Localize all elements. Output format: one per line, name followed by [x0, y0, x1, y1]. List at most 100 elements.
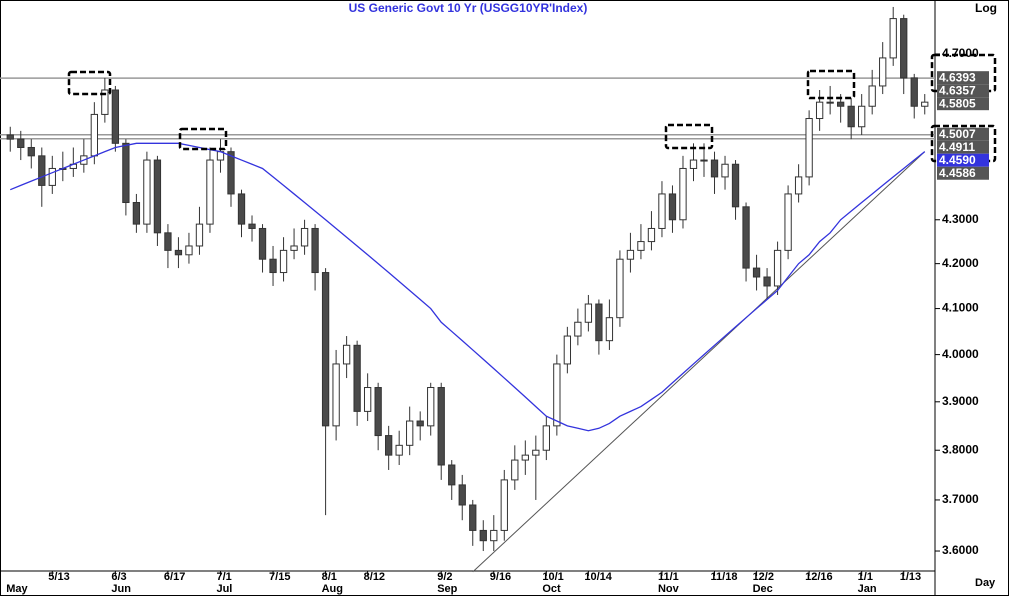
candle-body	[437, 387, 445, 466]
candle-body	[300, 227, 309, 247]
candle-body	[237, 193, 246, 225]
candle-body	[574, 321, 582, 337]
x-tick-label: 11/1	[658, 571, 679, 583]
candle-body	[721, 163, 729, 178]
candle-body	[910, 77, 918, 107]
candle-body	[490, 529, 498, 542]
candle-body	[174, 249, 183, 256]
y-tick-label: 3.7000	[942, 492, 979, 506]
x-tick-label: 12/16	[805, 571, 833, 583]
candle-body	[584, 303, 593, 323]
price-label-box	[937, 127, 989, 141]
candle-body	[521, 454, 529, 461]
candle-body	[458, 484, 466, 506]
candle-body	[500, 479, 508, 531]
candle-body	[658, 193, 666, 229]
month-label: Dec	[753, 583, 773, 595]
candle-body	[469, 504, 477, 531]
x-tick-label: 6/17	[164, 571, 185, 583]
candle-body	[847, 105, 855, 128]
price-label-box	[937, 153, 989, 167]
candle-body	[626, 249, 635, 260]
candle-body	[101, 89, 109, 115]
month-label: Sep	[437, 583, 457, 595]
candle-body	[921, 101, 929, 107]
candle-body	[616, 258, 624, 319]
x-tick-label: 9/2	[437, 571, 452, 583]
price-label: 4.6357	[939, 83, 976, 97]
y-tick-label: 4.0000	[942, 347, 979, 361]
candle-body	[374, 387, 382, 437]
x-tick-label: 7/15	[269, 571, 290, 583]
candle-body	[889, 18, 897, 59]
candle-body	[773, 249, 782, 287]
candle-body	[668, 193, 677, 221]
highlight-box	[664, 123, 714, 150]
candle-body	[153, 159, 162, 234]
candle-body	[258, 227, 267, 260]
candle-body	[27, 146, 35, 157]
trendline	[472, 151, 926, 573]
candle-body	[858, 105, 866, 128]
candle-body	[290, 245, 298, 251]
candle-body	[111, 89, 120, 144]
candle-body	[900, 18, 908, 79]
price-label: 4.4911	[939, 140, 975, 154]
candle-body	[868, 85, 876, 107]
candle-body	[132, 202, 141, 225]
x-tick-label: 6/3	[111, 571, 126, 583]
candle-body	[563, 335, 572, 365]
month-label: Jun	[111, 583, 131, 595]
candle-body	[416, 420, 424, 427]
candle-body	[532, 449, 540, 456]
x-tick-label: 1/1	[858, 571, 873, 583]
candle-body	[805, 118, 813, 178]
y-tick-label: 3.8000	[942, 442, 979, 456]
scale-label: Log	[975, 1, 997, 15]
candle-body	[794, 176, 803, 195]
candle-body	[185, 245, 193, 256]
candle-body	[164, 232, 172, 251]
candle-body	[837, 101, 845, 107]
y-tick-label: 4.1000	[942, 301, 979, 315]
moving-average	[10, 142, 926, 432]
candle-body	[679, 167, 687, 221]
candle-body	[6, 134, 14, 140]
candle-body	[815, 101, 824, 120]
candle-body	[479, 529, 487, 542]
x-tick-label: 5/13	[48, 571, 69, 583]
x-tick-label: 8/1	[322, 571, 337, 583]
candle-body	[332, 363, 340, 427]
price-label-box	[937, 97, 989, 111]
candle-body	[385, 435, 393, 456]
candle-body	[784, 193, 792, 251]
candle-body	[752, 267, 761, 278]
x-tick-label: 10/14	[584, 571, 612, 583]
y-tick-label: 4.3000	[942, 212, 979, 226]
price-label: 4.5805	[939, 96, 976, 110]
chart-title: US Generic Govt 10 Yr (USGG10YR'Index)	[349, 1, 588, 15]
candle-body	[731, 163, 740, 208]
candle-body	[311, 227, 319, 274]
price-label-box	[937, 166, 989, 180]
candle-body	[427, 387, 435, 427]
candle-body	[17, 138, 25, 148]
price-label-box	[937, 140, 989, 154]
candle-body	[553, 363, 561, 427]
candle-body	[353, 344, 361, 412]
x-tick-label: 12/2	[753, 571, 774, 583]
highlight-box	[806, 69, 856, 100]
x-tick-label: 7/1	[216, 571, 231, 583]
x-axis-label: Day	[975, 577, 996, 589]
candle-body	[700, 159, 708, 162]
price-label: 4.5007	[939, 127, 976, 141]
month-label: Jan	[858, 583, 877, 595]
candle-body	[826, 101, 834, 104]
month-label: Oct	[542, 583, 561, 595]
highlight-box	[178, 127, 228, 151]
price-label-box	[937, 84, 989, 98]
candle-body	[605, 317, 614, 342]
candle-body	[879, 57, 887, 87]
candle-body	[742, 206, 750, 269]
